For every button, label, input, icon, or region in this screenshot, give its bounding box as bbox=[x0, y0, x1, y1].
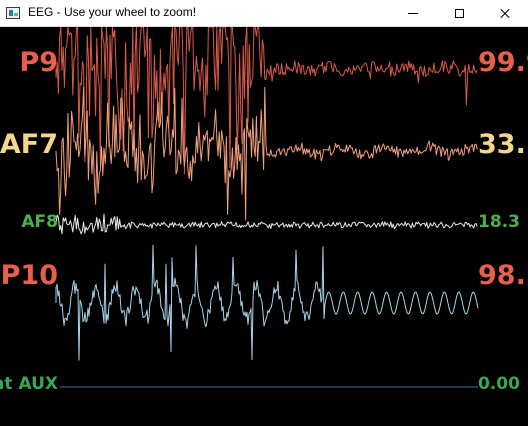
minimize-icon bbox=[408, 13, 418, 14]
trace-channel-3 bbox=[55, 213, 478, 235]
channel-name-aux: nt AUX bbox=[0, 374, 58, 394]
eeg-traces bbox=[55, 27, 479, 388]
maximize-icon bbox=[454, 9, 464, 18]
close-icon bbox=[499, 8, 511, 20]
trace-channel-2 bbox=[55, 86, 478, 221]
channel-name-tp9: P9 bbox=[19, 47, 58, 78]
channel-name-af8: AF8 bbox=[21, 212, 58, 232]
channel-value-af8: 18.3 bbox=[478, 212, 520, 232]
channel-value-af7: 33.2 bbox=[478, 129, 528, 160]
channel-value-tp9: 99.9 bbox=[478, 47, 528, 78]
minimize-button[interactable] bbox=[390, 0, 436, 27]
trace-channel-1 bbox=[55, 27, 478, 175]
channel-value-aux: 0.00 bbox=[478, 374, 520, 394]
title-bar: EEG - Use your wheel to zoom! bbox=[0, 0, 528, 27]
channel-name-tp10: P10 bbox=[0, 260, 58, 291]
app-icon bbox=[6, 7, 20, 19]
trace-channel-4 bbox=[55, 244, 479, 361]
close-button[interactable] bbox=[482, 0, 528, 27]
eeg-plot-area[interactable]: P9 99.9 AF7 33.2 AF8 18.3 P10 98.2 nt AU… bbox=[0, 27, 528, 426]
channel-value-tp10: 98.2 bbox=[478, 260, 528, 291]
maximize-button[interactable] bbox=[436, 0, 482, 27]
channel-name-af7: AF7 bbox=[0, 129, 58, 160]
window-title: EEG - Use your wheel to zoom! bbox=[28, 5, 197, 19]
